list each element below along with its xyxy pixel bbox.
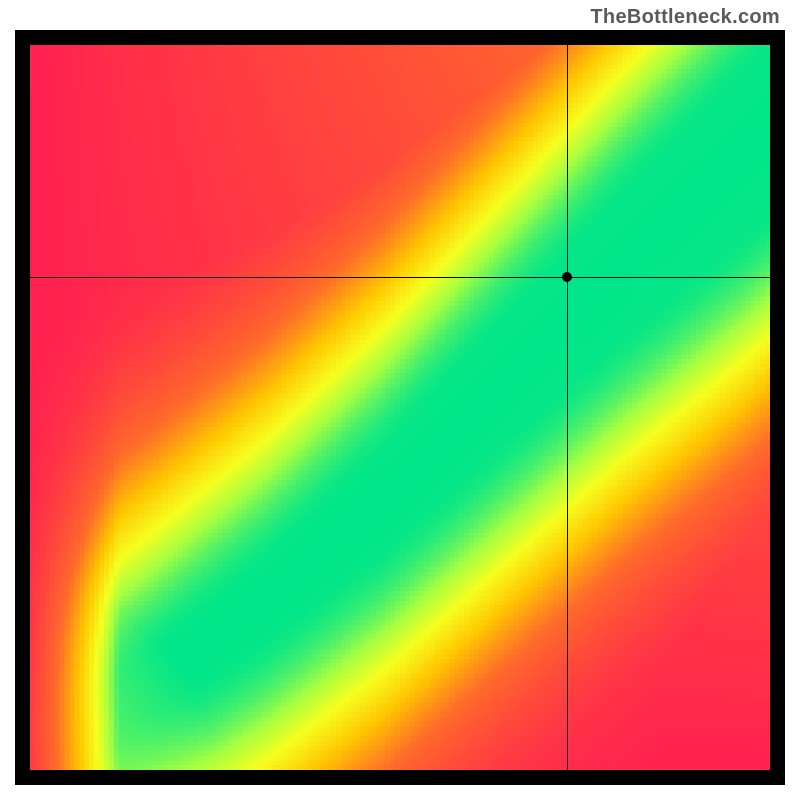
heatmap-canvas	[30, 45, 770, 770]
heatmap-plot-area	[30, 45, 770, 770]
watermark-text: TheBottleneck.com	[590, 6, 780, 29]
marker-dot	[562, 272, 572, 282]
crosshair-vertical	[567, 45, 568, 770]
crosshair-horizontal	[30, 277, 770, 278]
